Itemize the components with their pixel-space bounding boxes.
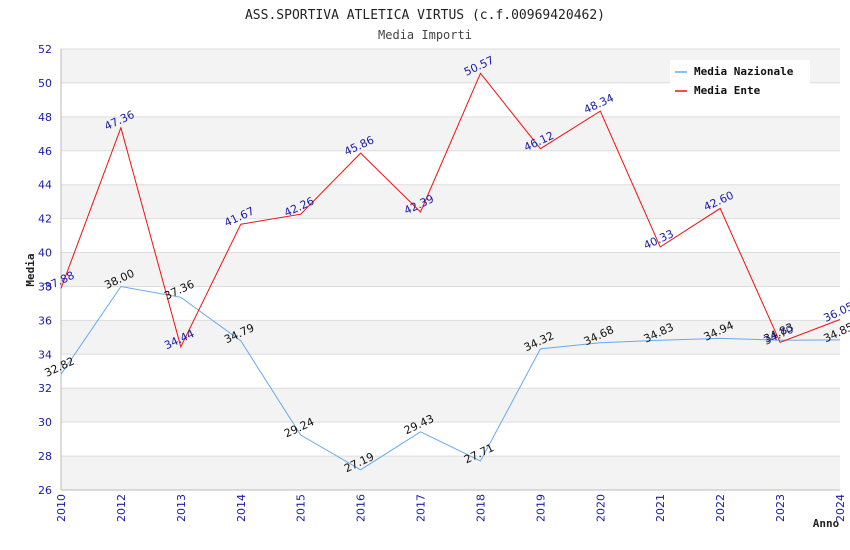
- y-tick-label: 32: [38, 382, 52, 395]
- series-lines: [60, 72, 841, 471]
- y-tick-label: 28: [38, 450, 52, 463]
- y-tick-label: 38: [38, 280, 52, 293]
- y-tick-label: 48: [38, 111, 52, 124]
- x-tick-label: 2023: [774, 494, 787, 522]
- x-tick-label: 2015: [295, 494, 308, 522]
- x-axis-title: Anno: [813, 517, 840, 530]
- x-tick-label: 2013: [175, 494, 188, 522]
- grid-band: [61, 116, 840, 151]
- x-tick-label: 2022: [714, 494, 727, 522]
- y-axis-ticks: 26 28 30 32 34 36 38 40 42 44 46 48 50 52: [38, 43, 52, 497]
- legend-box: [670, 60, 810, 102]
- grid-band: [61, 456, 840, 490]
- y-tick-label: 46: [38, 145, 52, 158]
- y-tick-label: 50: [38, 77, 52, 90]
- grid-band: [61, 388, 840, 423]
- x-tick-label: 2012: [115, 494, 128, 522]
- x-tick-label: 2010: [55, 494, 68, 522]
- chart-subtitle: Media Importi: [378, 28, 472, 42]
- y-tick-label: 36: [38, 314, 52, 327]
- y-tick-label: 30: [38, 416, 52, 429]
- x-tick-label: 2016: [355, 494, 368, 522]
- grid-band: [61, 184, 840, 219]
- x-tick-label: 2021: [654, 494, 667, 522]
- x-axis-ticks: 2010 2012 2013 2014 2015 2016 2017 2018 2019 2020…: [55, 494, 847, 522]
- y-tick-label: 42: [38, 213, 52, 226]
- data-label-ente: 37.88: [42, 269, 76, 294]
- x-tick-label: 2024: [834, 494, 847, 522]
- x-tick-label: 2018: [474, 494, 487, 522]
- y-tick-label: 52: [38, 43, 52, 56]
- x-tick-label: 2020: [594, 494, 607, 522]
- legend: Media Nazionale Media Ente: [670, 60, 810, 102]
- y-tick-label: 44: [38, 179, 52, 192]
- x-tick-label: 2017: [415, 494, 428, 522]
- grid-band: [61, 252, 840, 287]
- legend-label-ente: Media Ente: [694, 84, 761, 97]
- grid-bands: [61, 49, 840, 490]
- series-line-media-nazionale: [60, 285, 841, 471]
- data-label-ente: 48.34: [582, 91, 616, 116]
- y-tick-label: 34: [38, 348, 52, 361]
- data-label-ente: 40.33: [642, 227, 676, 252]
- y-axis-title: Media: [24, 253, 37, 286]
- y-tick-label: 40: [38, 247, 52, 260]
- y-tick-label: 26: [38, 484, 52, 497]
- x-tick-label: 2019: [534, 494, 547, 522]
- x-tick-label: 2014: [235, 494, 248, 522]
- chart-title: ASS.SPORTIVA ATLETICA VIRTUS (c.f.009694…: [245, 8, 605, 23]
- series-line-media-ente: [60, 72, 841, 349]
- legend-label-nazionale: Media Nazionale: [694, 65, 794, 78]
